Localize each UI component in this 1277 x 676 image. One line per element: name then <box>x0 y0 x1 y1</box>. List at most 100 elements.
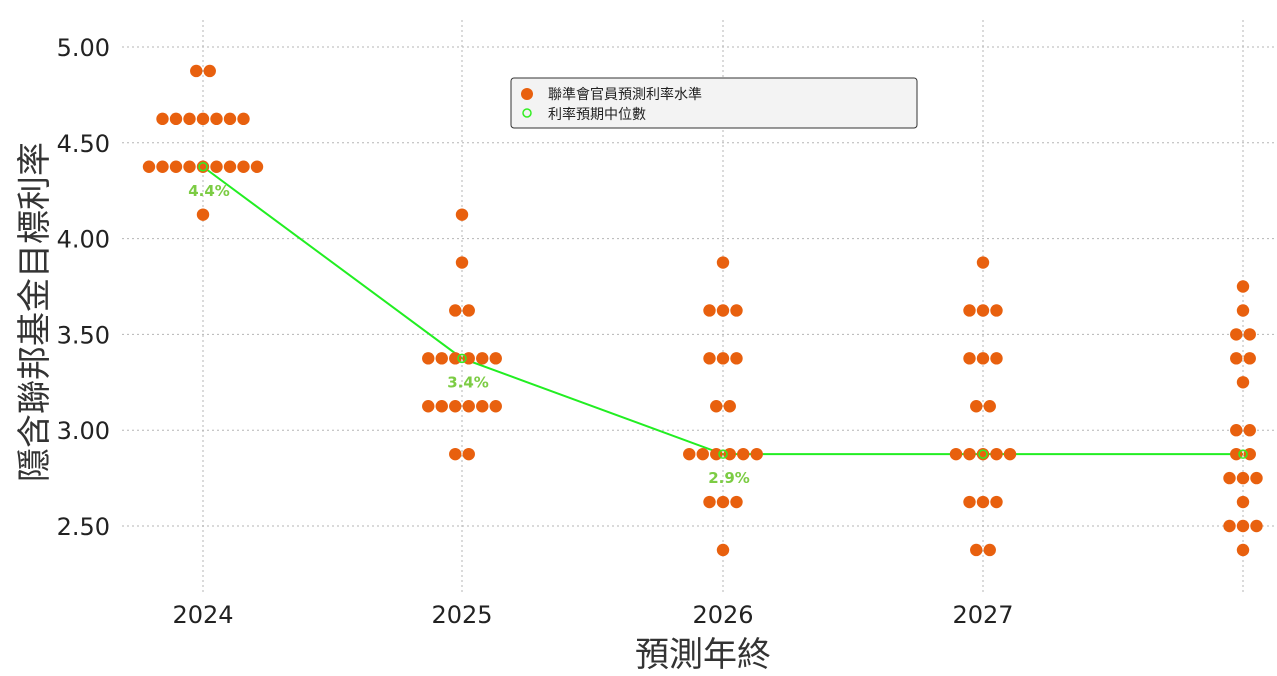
rate-dot <box>190 64 203 78</box>
rate-dot <box>455 208 469 221</box>
rate-dot <box>476 400 489 413</box>
rate-dot <box>1230 352 1243 365</box>
legend: 聯準會官員預測利率水準 利率預期中位數 <box>510 77 918 129</box>
rate-dot <box>730 304 743 317</box>
rate-dot <box>716 256 730 269</box>
rate-dot <box>737 447 750 461</box>
dot-layer <box>142 64 1263 557</box>
rate-dot <box>963 304 976 317</box>
median-value-label: 2.9% <box>708 469 750 487</box>
median-marker <box>978 449 988 459</box>
rate-dot <box>1230 447 1243 461</box>
x-tick-label: 2025 <box>431 601 492 629</box>
rate-dot <box>723 400 736 413</box>
rate-dot <box>710 447 723 461</box>
rate-dot <box>963 447 976 461</box>
rate-dot <box>462 352 475 365</box>
y-tick-label: 4.00 <box>57 226 110 254</box>
x-tick-label: 2027 <box>952 601 1013 629</box>
rate-dot <box>476 352 489 365</box>
rate-dot <box>449 447 462 461</box>
rate-dot <box>489 352 502 365</box>
rate-dot <box>237 112 250 126</box>
median-line-layer <box>202 165 1243 456</box>
rate-dot <box>1243 447 1256 461</box>
rate-dot <box>990 447 1003 461</box>
rate-dot <box>1250 519 1263 533</box>
rate-dot <box>1236 471 1250 485</box>
rate-dot <box>949 447 963 461</box>
rate-dot <box>976 495 990 509</box>
rate-dot <box>223 160 237 173</box>
rate-dot <box>237 160 250 173</box>
median-label-layer: 4.4% 3.4% 2.9% <box>188 182 750 487</box>
rate-dot <box>716 304 730 317</box>
rate-dot <box>455 256 469 269</box>
rate-dot <box>183 160 196 173</box>
rate-dot <box>963 352 976 365</box>
rate-dot <box>1236 495 1250 509</box>
rate-dot <box>169 160 183 173</box>
rate-dot <box>1243 424 1256 437</box>
y-tick-label: 4.50 <box>57 130 110 158</box>
x-axis-title: 預測年終 <box>635 635 771 675</box>
y-tick-label: 3.00 <box>57 417 110 445</box>
rate-dot <box>730 495 743 509</box>
rate-dot <box>250 160 264 173</box>
rate-dot <box>435 400 448 413</box>
rate-dot <box>156 160 169 173</box>
rate-dot <box>990 304 1003 317</box>
median-line <box>202 165 1243 456</box>
rate-dot <box>983 400 996 413</box>
y-tick-label: 5.00 <box>57 34 110 62</box>
rate-dot <box>196 112 210 126</box>
rate-dot <box>1236 519 1250 533</box>
rate-dot <box>422 352 435 365</box>
rate-dot <box>183 112 196 126</box>
median-marker <box>198 162 208 172</box>
median-marker-layer <box>198 162 1248 459</box>
rate-dot <box>990 352 1003 365</box>
rate-dot <box>449 304 462 317</box>
rate-dot <box>489 400 502 413</box>
rate-dot <box>696 447 709 461</box>
legend-label-median: 利率預期中位數 <box>548 106 646 123</box>
rate-dot <box>203 64 216 78</box>
rate-dot <box>716 495 730 509</box>
rate-dot <box>1236 376 1250 389</box>
rate-dot <box>223 112 237 126</box>
rate-dot <box>449 352 462 365</box>
rate-dot <box>1230 424 1243 437</box>
rate-dot <box>703 352 716 365</box>
rate-dot <box>449 400 462 413</box>
rate-dot <box>435 352 448 365</box>
rate-dot <box>750 447 763 461</box>
rate-dot <box>422 400 435 413</box>
y-tick-labels: 2.50 3.00 3.50 4.00 4.50 5.00 <box>57 34 110 541</box>
rate-dot <box>142 160 156 173</box>
rate-dot <box>196 208 210 221</box>
rate-dot <box>462 447 475 461</box>
y-axis-title: 隱含聯邦基金目標利率 <box>15 142 55 482</box>
rate-dot <box>210 160 223 173</box>
median-value-label: 4.4% <box>188 182 230 200</box>
rate-dot <box>976 256 990 269</box>
legend-box <box>510 77 918 129</box>
rate-dot <box>710 400 723 413</box>
rate-dot <box>1243 328 1256 341</box>
median-marker <box>457 353 467 364</box>
rate-dot <box>1236 280 1250 293</box>
y-tick-label: 3.50 <box>57 321 110 349</box>
rate-dot <box>716 352 730 365</box>
rate-dot <box>976 304 990 317</box>
rate-dot <box>156 112 169 126</box>
median-marker <box>1238 449 1248 459</box>
rate-dot <box>983 543 996 557</box>
rate-dot <box>703 304 716 317</box>
x-tick-label: 2026 <box>692 601 753 629</box>
rate-dot <box>1236 304 1250 317</box>
rate-dot <box>976 352 990 365</box>
rate-dot <box>1230 328 1243 341</box>
rate-dot <box>730 352 743 365</box>
